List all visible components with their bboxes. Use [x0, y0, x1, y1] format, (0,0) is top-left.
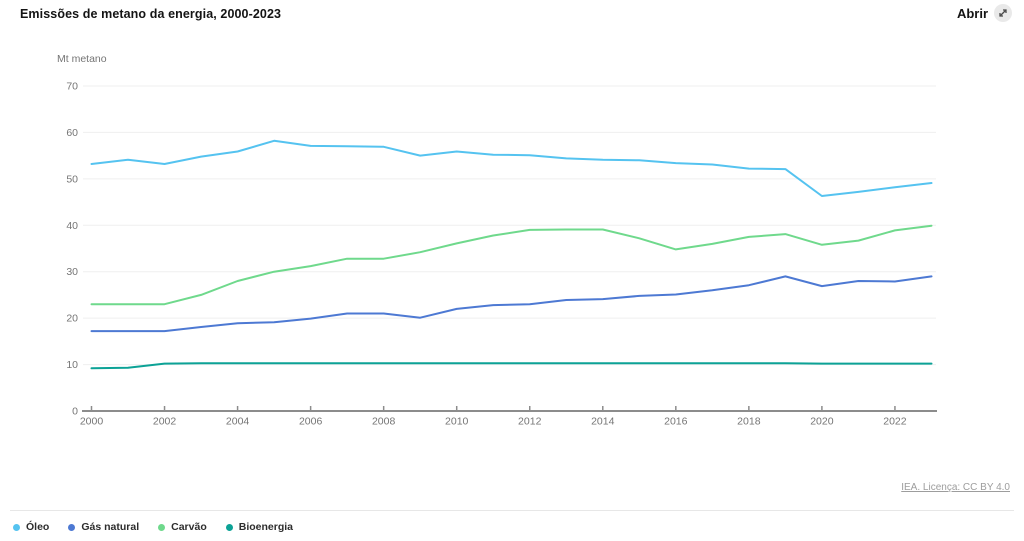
open-button[interactable]: Abrir	[957, 4, 1012, 22]
x-tick-label: 2006	[299, 416, 323, 428]
legend-dot-gas-natural	[68, 523, 76, 531]
line-chart[interactable]: Mt metano 0 10 20 30 40 50 60 70 2000 2002 2004 2006…	[0, 0, 1024, 460]
y-axis-unit-label: Mt metano	[57, 53, 107, 65]
y-tick-label: 0	[72, 406, 78, 418]
y-tick-label: 30	[66, 266, 78, 278]
open-button-label: Abrir	[956, 5, 988, 21]
legend-item-oleo[interactable]: Óleo	[13, 521, 49, 533]
x-tick-label: 2022	[883, 416, 907, 428]
y-tick-label: 70	[66, 80, 78, 92]
y-tick-label: 20	[66, 313, 78, 325]
series-line-0[interactable]	[90, 139, 933, 197]
legend-item-bioenergia[interactable]: Bioenergia	[225, 521, 293, 533]
x-tick-label: 2018	[737, 416, 761, 428]
legend-item-gas-natural[interactable]: Gás natural	[68, 521, 139, 533]
x-tick-label: 2004	[226, 416, 250, 428]
series-line-3[interactable]	[90, 362, 933, 370]
chart-title: Emissões de metano da energia, 2000-2023	[20, 7, 282, 21]
y-tick-label: 50	[66, 173, 78, 185]
x-tick-label: 2016	[664, 416, 688, 428]
legend-item-carvao[interactable]: Carvão	[158, 521, 207, 533]
divider	[10, 510, 1014, 511]
attribution-link[interactable]: IEA. Licença: CC BY 4.0	[901, 482, 1010, 493]
x-tick-label: 2012	[518, 416, 542, 428]
x-tick-label: 2000	[80, 416, 104, 428]
series-line-1[interactable]	[90, 275, 933, 333]
y-tick-label: 10	[66, 359, 78, 371]
legend-dot-carvao	[158, 523, 166, 531]
legend-dot-bioenergia	[225, 523, 233, 531]
legend-dot-oleo	[13, 523, 20, 531]
legend-label-carvao: Carvão	[171, 521, 207, 533]
legend-label-oleo: Óleo	[26, 521, 50, 533]
y-tick-label: 60	[66, 127, 78, 139]
x-tick-label: 2002	[153, 416, 177, 428]
x-tick-label: 2010	[445, 416, 469, 428]
x-tick-label: 2014	[591, 416, 615, 428]
y-tick-label: 40	[66, 220, 78, 232]
legend-label-gas-natural: Gás natural	[81, 521, 140, 533]
chart-legend: Óleo Gás natural Carvão Bioenergia	[13, 521, 293, 533]
expand-icon	[994, 4, 1012, 22]
x-tick-label: 2020	[810, 416, 834, 428]
x-tick-label: 2008	[372, 416, 396, 428]
legend-label-bioenergia: Bioenergia	[238, 521, 293, 533]
series-line-2[interactable]	[90, 224, 933, 306]
